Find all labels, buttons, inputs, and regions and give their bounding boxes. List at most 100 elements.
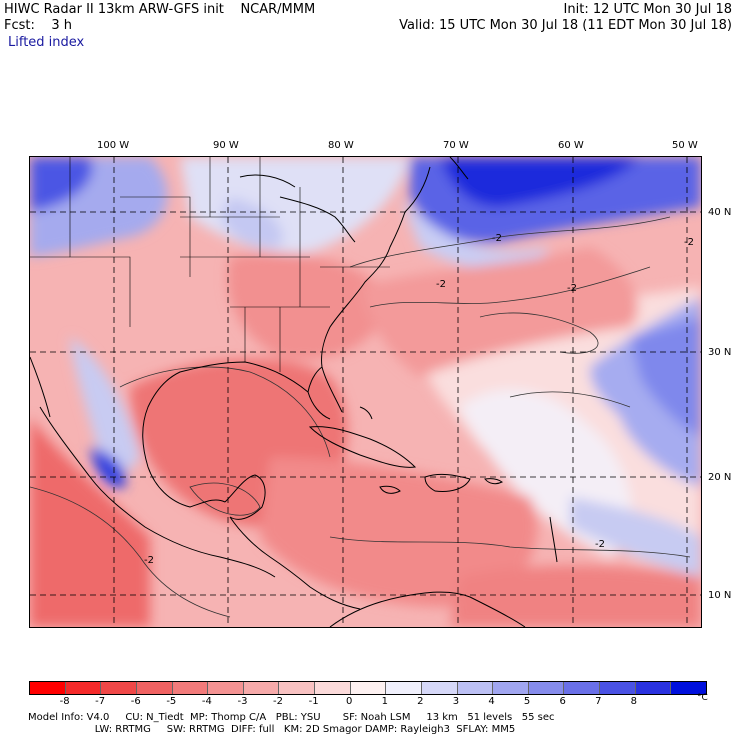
colorbar-swatch [671, 682, 706, 694]
colorbar-label: 7 [595, 696, 602, 707]
lat-label-10n: 10 N [708, 590, 732, 601]
lat-label-20n: 20 N [708, 472, 732, 483]
lifted-index-map: -2 -2 -2 -2 -2 -2 [29, 156, 702, 628]
colorbar-swatch [30, 682, 66, 694]
jamaica [379, 485, 401, 494]
init-time: Init: 12 UTC Mon 30 Jul 18 [563, 2, 732, 17]
colorbar-unit: °C [697, 693, 708, 703]
lesser-antilles [549, 516, 558, 563]
colorbar-swatch [528, 682, 565, 694]
contour-label-2: -2 [436, 279, 446, 290]
forecast-hour: Fcst: 3 h [4, 18, 73, 33]
lon-label-70w: 70 W [443, 140, 469, 151]
colorbar-label: 8 [630, 696, 638, 707]
lat-label-30n: 30 N [708, 347, 732, 358]
field-atlantic-negative [360, 247, 638, 377]
colorbar-label: -2 [273, 696, 284, 707]
contour-label-3: -2 [567, 283, 577, 294]
colorbar-label: 5 [523, 696, 531, 707]
map-canvas: -2 -2 -2 -2 -2 -2 [30, 157, 701, 627]
contour-line-pacific [30, 486, 231, 618]
border-west-1 [69, 157, 131, 327]
baja-coast [30, 356, 51, 418]
contour-label-6: -2 [144, 555, 154, 566]
colorbar-label: 0 [346, 696, 353, 707]
field-mexico-positive [70, 337, 140, 472]
colorbar-swatch [600, 682, 636, 694]
field-south-negative [450, 565, 701, 627]
colorbar-label: -4 [201, 696, 212, 707]
colorbar-swatch [386, 682, 422, 694]
latlon-grid [30, 157, 701, 627]
south-america-coast [329, 591, 526, 627]
colorbar-swatch [243, 682, 280, 694]
field-central-us-blue [220, 197, 283, 248]
contour-line-yucatan [189, 482, 261, 516]
lon-label-90w: 90 W [213, 140, 239, 151]
field-mexico-strong [90, 447, 126, 488]
colorbar-swatch [172, 682, 209, 694]
colorbar-swatch [635, 682, 672, 694]
contour-line-gulf [119, 366, 331, 458]
colorbar-swatch [457, 682, 494, 694]
colorbar-label: 3 [452, 696, 460, 707]
colorbar [29, 681, 707, 695]
lake-superior [239, 174, 296, 188]
field-nw-strong [30, 157, 93, 212]
field-ne-strong [440, 157, 640, 207]
model-info-line2: LW: RRTMG SW: RRTMG DIFF: full KM: 2D Sm… [28, 724, 516, 735]
colorbar-label: -6 [130, 696, 141, 707]
colorbar-label: -8 [59, 696, 70, 707]
colorbar-swatch [493, 682, 529, 694]
lon-label-80w: 80 W [328, 140, 354, 151]
contour-line-mid [369, 266, 651, 308]
valid-time: Valid: 15 UTC Mon 30 Jul 18 (11 EDT Mon … [399, 18, 732, 33]
colorbar-label: 4 [488, 696, 495, 707]
field-s-atlantic-positive [570, 497, 701, 577]
colorbar-label: -3 [237, 696, 248, 707]
model-info-line1: Model Info: V4.0 CU: N_Tiedt MP: Thomp C… [28, 712, 555, 723]
field-ne-weak [400, 197, 550, 270]
colorbar-swatch [350, 682, 387, 694]
border-west-2 [120, 196, 191, 277]
nova-scotia [449, 157, 469, 180]
contour-lines [30, 216, 691, 618]
field-se-us [227, 253, 390, 360]
colorbar-label: -7 [95, 696, 106, 707]
contour-line-east [509, 391, 631, 408]
coastlines [30, 157, 558, 627]
contour-line-south [329, 536, 691, 558]
colorbar-swatch [65, 682, 102, 694]
hispaniola [424, 473, 471, 492]
gulf-coast [142, 361, 309, 508]
field-name: Lifted index [8, 35, 85, 50]
lat-label-40n: 40 N [708, 207, 732, 218]
header-title: HIWC Radar II 13km ARW-GFS init NCAR/MMM [4, 2, 316, 17]
field-caribbean-negative [260, 457, 538, 607]
field-pacific-negative [30, 417, 150, 627]
colorbar-swatch [279, 682, 315, 694]
colorbar-swatch [421, 682, 458, 694]
puerto-rico [484, 478, 503, 485]
colorbar-swatch [315, 682, 351, 694]
mexico-pacific-coast [39, 406, 276, 578]
field-east-strong [630, 317, 701, 437]
yucatan-coast [224, 474, 266, 520]
lon-label-60w: 60 W [558, 140, 584, 151]
contour-label-5: -2 [595, 539, 605, 550]
colorbar-swatch [208, 682, 244, 694]
contour-label-1: -2 [492, 233, 502, 244]
contour-line-north [349, 216, 671, 268]
colorbar-label: 1 [381, 696, 388, 707]
colorbar-label: -5 [166, 696, 177, 707]
state-borders [30, 157, 390, 372]
lon-label-100w: 100 W [97, 140, 130, 151]
lon-label-50w: 50 W [672, 140, 698, 151]
great-lakes [279, 196, 356, 243]
colorbar-swatch [101, 682, 137, 694]
colorbar-label: 6 [559, 696, 566, 707]
colorbar-swatch [564, 682, 600, 694]
colorbar-label: -1 [308, 696, 319, 707]
contour-label-4: -2 [684, 237, 694, 248]
bahamas [359, 406, 373, 420]
